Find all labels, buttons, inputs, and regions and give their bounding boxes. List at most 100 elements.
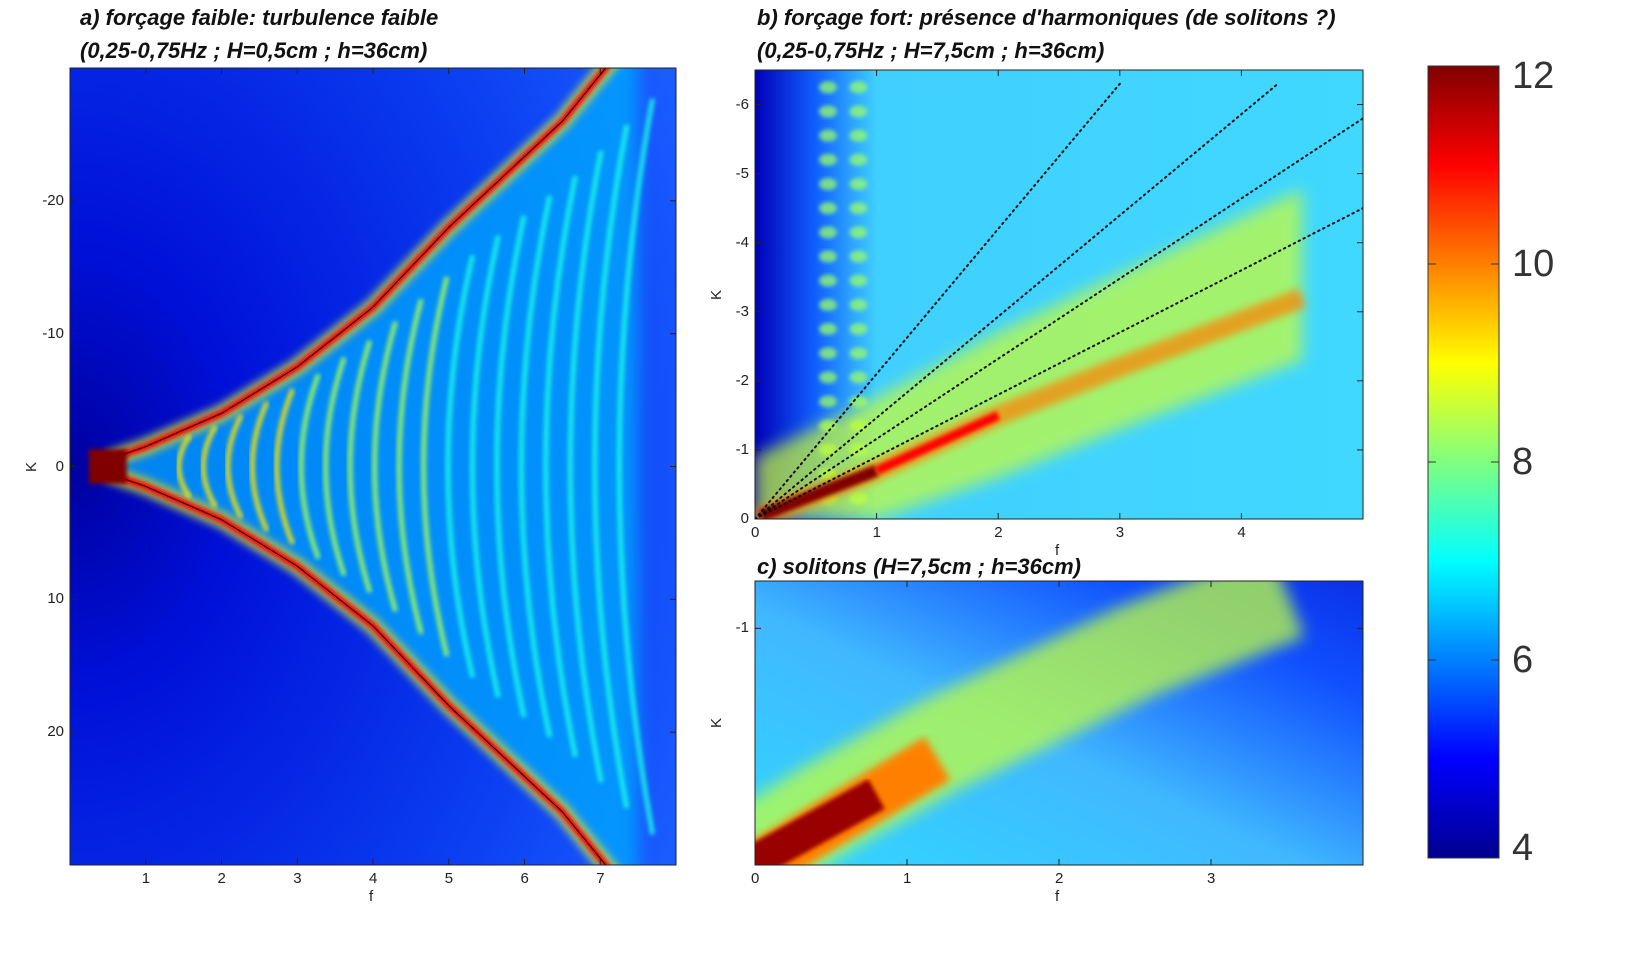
panel-b-xtick-label: 3: [1115, 524, 1125, 541]
panel-c-ytick-label: -1: [735, 619, 749, 637]
panel-a-ylabel: K: [23, 461, 40, 472]
panel-b-lattice-spot: [849, 250, 868, 263]
panel-b-lattice-spot: [849, 274, 868, 287]
panel-a-fringe: [616, 98, 656, 835]
panel-b-lattice-spot: [849, 371, 868, 384]
panel-a-fringe: [323, 356, 347, 577]
colorbar: [1427, 65, 1500, 859]
panel-b-ytick-label: 0: [740, 510, 749, 527]
colorbar-tick-label: 12: [1512, 55, 1555, 97]
panel-c-title: c) solitons (H=7,5cm ; h=36cm): [757, 554, 1081, 579]
panel-a-ytick-label: -20: [42, 191, 64, 209]
panel-a-fringe: [421, 276, 450, 657]
panel-a-xtick-label: 1: [141, 870, 151, 887]
panel-a-fringe: [543, 175, 578, 758]
panel-c-xtick-label: 3: [1207, 870, 1216, 887]
panel-a-ytick-label: 0: [55, 457, 64, 475]
panel-a-ytick-label: 10: [47, 590, 64, 608]
panel-a-xtick-label: 4: [369, 870, 378, 887]
panel-b-dotted-line: [755, 117, 1363, 519]
panel-a-fringe: [249, 400, 270, 533]
panel-b-lattice-spot: [818, 105, 837, 118]
panel-b-branch-core: [758, 465, 879, 519]
panel-b-xtick-label: 4: [1237, 524, 1246, 541]
panel-b-title-line1: b) forçage fort: présence d'harmoniques …: [757, 5, 1336, 30]
panel-a-fringe: [274, 387, 296, 546]
panel-a-title-line2: (0,25-0,75Hz ; H=0,5cm ; h=36cm): [80, 38, 428, 63]
panel-a-fringe: [494, 215, 527, 718]
panel-b-lattice-spot: [818, 371, 837, 384]
panel-b-lattice-spot: [849, 347, 868, 360]
panel-b-dotted-line: [755, 82, 1121, 519]
panel-a-xtick-label: 7: [596, 870, 605, 887]
panel-a-fringe: [567, 150, 604, 783]
panel-c-ylabel: K: [708, 717, 725, 729]
panel-a-xlabel: f: [369, 888, 374, 905]
panel-a-fringe: [592, 124, 630, 809]
panel-b-lattice-spot: [849, 226, 868, 239]
panel-a-fringe: [372, 320, 398, 613]
panel-b-xtick-label: 1: [872, 524, 881, 541]
panel-a-ytick-label: 20: [47, 723, 64, 741]
panel-b-lattice-spot: [849, 129, 868, 142]
panel-b-plot: [754, 69, 1364, 520]
panel-b-lattice-spot: [818, 202, 837, 215]
panel-a-ytick-label: -10: [42, 324, 64, 342]
panel-b-lattice-spot: [849, 298, 868, 311]
panel-a-fringe: [347, 339, 373, 594]
panel-b-lattice-spot: [818, 177, 837, 190]
panel-c-xtick-label: 0: [751, 870, 760, 887]
panel-b-lattice-spot: [818, 395, 837, 408]
panel-b-lattice-spot: [818, 129, 837, 142]
panel-b-ytick-label: -3: [735, 302, 749, 320]
panel-b-ytick-label: -2: [735, 371, 749, 389]
panel-b-wedge: [755, 189, 1303, 519]
panel-a-xtick-label: 6: [520, 870, 529, 887]
panel-b-ytick-label: -1: [735, 440, 749, 458]
panel-b-xtick-label: 0: [751, 524, 760, 541]
panel-c-branch-core: [755, 779, 885, 865]
panel-b-ytick-label: -5: [735, 164, 749, 182]
panel-a-fringe: [176, 433, 193, 500]
panel-a-fringe: [445, 254, 476, 679]
panel-b-ytick-label: -4: [735, 233, 749, 251]
panel-b-title-line2: (0,25-0,75Hz ; H=7,5cm ; h=36cm): [757, 38, 1105, 63]
colorbar-tick-label: 10: [1512, 243, 1555, 285]
panel-b-xlabel: f: [1055, 542, 1060, 559]
panel-b-lattice-spot: [818, 298, 837, 311]
colorbar-tick-label: 8: [1512, 441, 1534, 483]
panel-b-lattice-spot: [818, 323, 837, 336]
panel-a-fringe: [396, 298, 424, 635]
panel-b-branch-core: [874, 411, 1001, 475]
panel-b-xtick-label: 2: [994, 524, 1003, 541]
panel-b-lattice-spot: [849, 81, 868, 94]
panel-c-xtick-label: 2: [1055, 870, 1064, 887]
panel-a-fringe: [200, 424, 218, 509]
panel-a-fringe: [298, 373, 321, 560]
panel-b-frame: [754, 69, 1364, 520]
panel-a-fringe: [470, 235, 501, 698]
panel-a-forcing-band: [88, 449, 127, 484]
colorbar-tick-label: 4: [1512, 827, 1534, 869]
colorbar-tick-label: 6: [1512, 639, 1534, 681]
panel-b-lattice-spot: [849, 177, 868, 190]
panel-a-title-line1: a) forçage faible: turbulence faible: [80, 5, 439, 30]
panel-a-xtick-label: 2: [217, 870, 226, 887]
panel-b-ylabel: K: [708, 289, 725, 300]
panel-b-lattice-spot: [818, 250, 837, 263]
panel-b-dotted-line: [755, 82, 1279, 519]
panel-a-plot: [69, 67, 677, 866]
panel-b-lattice-spot: [849, 323, 868, 336]
panel-b-lattice-spot: [818, 274, 837, 287]
panel-b-ytick-label: -6: [735, 95, 749, 113]
panel-b-lattice-spot: [849, 105, 868, 118]
panel-a-xtick-label: 3: [293, 870, 302, 887]
panel-c-xlabel: f: [1055, 888, 1060, 905]
panel-b-lattice-spot: [849, 153, 868, 166]
panel-b-lattice-spot: [849, 395, 868, 408]
panel-c-xtick-label: 1: [903, 870, 912, 887]
panel-b-lattice-spot: [818, 226, 837, 239]
panel-a-xtick-label: 5: [444, 870, 454, 887]
panel-b-lattice-spot: [818, 153, 837, 166]
